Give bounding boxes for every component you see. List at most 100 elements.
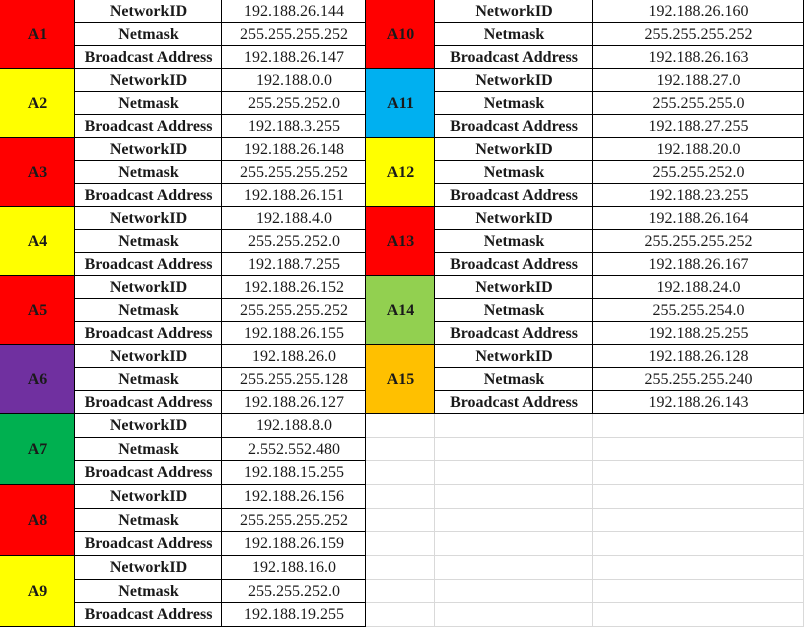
- netmask-value[interactable]: 255.255.254.0: [652, 301, 745, 319]
- broadcast-address-value[interactable]: 192.188.23.255: [648, 186, 749, 204]
- row-divider: [435, 160, 804, 161]
- network-id-value[interactable]: 192.188.26.148: [244, 140, 344, 158]
- block-divider: [366, 344, 804, 345]
- netmask-value[interactable]: 255.255.255.252: [644, 232, 753, 250]
- network-id-label: NetworkID: [109, 209, 188, 227]
- broadcast-address-label: Broadcast Address: [84, 48, 213, 66]
- broadcast-address-label: Broadcast Address: [450, 393, 578, 411]
- network-id-value[interactable]: 192.188.27.0: [656, 71, 741, 89]
- netmask-value[interactable]: 255.255.255.252: [240, 511, 348, 529]
- empty-gridline: [366, 579, 804, 580]
- broadcast-address-label: Broadcast Address: [450, 48, 578, 66]
- netmask-value[interactable]: 255.255.255.128: [240, 370, 348, 388]
- network-id-value[interactable]: 192.188.8.0: [256, 417, 332, 434]
- row-divider: [75, 91, 366, 92]
- block-divider: [0, 344, 366, 345]
- network-id-value[interactable]: 192.188.26.144: [244, 2, 344, 20]
- netmask-value[interactable]: 255.255.255.0: [652, 94, 745, 112]
- broadcast-address-value[interactable]: 192.188.26.143: [648, 393, 749, 411]
- row-divider: [75, 160, 366, 161]
- broadcast-address-value[interactable]: 192.188.26.163: [648, 48, 749, 66]
- network-id-label: NetworkID: [109, 278, 188, 296]
- empty-gridline: [592, 414, 593, 627]
- network-id-value[interactable]: 192.188.26.156: [244, 488, 344, 505]
- broadcast-address-value[interactable]: 192.188.26.159: [244, 535, 344, 552]
- broadcast-address-label: Broadcast Address: [450, 117, 578, 135]
- network-id-value[interactable]: 192.188.26.0: [252, 347, 336, 365]
- network-id-value[interactable]: 192.188.20.0: [656, 140, 741, 158]
- broadcast-address-value[interactable]: 192.188.26.147: [244, 48, 344, 66]
- network-id-value[interactable]: 192.188.24.0: [656, 278, 741, 296]
- netmask-value[interactable]: 255.255.255.240: [644, 370, 753, 388]
- broadcast-address-value[interactable]: 192.188.3.255: [248, 117, 340, 135]
- block-divider: [0, 484, 366, 485]
- netmask-value[interactable]: 255.255.255.252: [240, 163, 348, 181]
- row-divider: [75, 579, 366, 580]
- block-divider: [366, 275, 804, 276]
- network-id-value[interactable]: 192.188.0.0: [256, 71, 332, 89]
- network-id-value[interactable]: 192.188.16.0: [252, 559, 336, 576]
- netmask-value[interactable]: 255.255.255.252: [240, 25, 348, 43]
- network-id-value[interactable]: 192.188.26.152: [244, 278, 344, 296]
- network-id-label: NetworkID: [109, 347, 188, 365]
- netmask-value[interactable]: 255.255.252.0: [652, 163, 745, 181]
- netmask-label: Netmask: [118, 301, 179, 319]
- netmask-label: Netmask: [483, 25, 545, 43]
- block-divider: [0, 275, 366, 276]
- network-id-label: NetworkID: [109, 488, 188, 505]
- network-id-value[interactable]: 192.188.26.160: [648, 2, 749, 20]
- network-id-label: NetworkID: [109, 71, 188, 89]
- netmask-value[interactable]: 255.255.255.252: [240, 301, 348, 319]
- row-divider: [75, 229, 366, 230]
- subnet-name-cell: A10: [366, 0, 435, 69]
- row-divider: [435, 229, 804, 230]
- broadcast-address-value[interactable]: 192.188.27.255: [648, 117, 749, 135]
- broadcast-address-label: Broadcast Address: [84, 186, 213, 204]
- broadcast-address-label: Broadcast Address: [450, 324, 578, 342]
- network-id-value[interactable]: 192.188.4.0: [256, 209, 332, 227]
- block-divider: [366, 206, 804, 207]
- network-id-label: NetworkID: [109, 2, 188, 20]
- broadcast-address-value[interactable]: 192.188.26.151: [244, 186, 344, 204]
- empty-gridline: [366, 460, 804, 461]
- network-id-label: NetworkID: [475, 347, 553, 365]
- broadcast-address-label: Broadcast Address: [450, 255, 578, 273]
- row-divider: [75, 183, 366, 184]
- row-divider: [435, 45, 804, 46]
- netmask-label: Netmask: [118, 370, 179, 388]
- netmask-value[interactable]: 255.255.252.0: [248, 582, 340, 600]
- netmask-value[interactable]: 255.255.252.0: [248, 94, 340, 112]
- broadcast-address-label: Broadcast Address: [84, 324, 213, 342]
- empty-gridline: [366, 508, 804, 509]
- network-id-value[interactable]: 192.188.26.164: [648, 209, 749, 227]
- broadcast-address-value[interactable]: 192.188.15.255: [244, 464, 344, 481]
- col-divider: [74, 0, 75, 627]
- subnet-name-cell: A1: [0, 0, 75, 69]
- broadcast-address-value[interactable]: 192.188.25.255: [648, 324, 749, 342]
- subnet-name-cell: A5: [0, 276, 75, 345]
- broadcast-address-value[interactable]: 192.188.26.127: [244, 393, 344, 411]
- block-divider: [0, 413, 366, 414]
- col-divider: [221, 0, 222, 627]
- row-divider: [435, 390, 804, 391]
- netmask-value[interactable]: 255.255.255.252: [644, 25, 753, 43]
- block-divider: [0, 68, 366, 69]
- subnet-name-cell: A13: [366, 207, 435, 276]
- broadcast-address-value[interactable]: 192.188.19.255: [244, 606, 344, 623]
- empty-gridline: [366, 437, 804, 438]
- netmask-label: Netmask: [483, 163, 545, 181]
- row-divider: [435, 183, 804, 184]
- netmask-value[interactable]: 2.552.552.480: [248, 440, 340, 458]
- subnet-name-cell: A3: [0, 138, 75, 207]
- network-id-value[interactable]: 192.188.26.128: [648, 347, 749, 365]
- netmask-value[interactable]: 255.255.252.0: [248, 232, 340, 250]
- broadcast-address-value[interactable]: 192.188.26.155: [244, 324, 344, 342]
- broadcast-address-label: Broadcast Address: [84, 535, 213, 552]
- netmask-label: Netmask: [483, 301, 545, 319]
- block-divider: [366, 413, 804, 414]
- row-divider: [435, 91, 804, 92]
- col-divider: [365, 0, 366, 627]
- broadcast-address-value[interactable]: 192.188.26.167: [648, 255, 749, 273]
- broadcast-address-value[interactable]: 192.188.7.255: [248, 255, 340, 273]
- block-divider: [366, 137, 804, 138]
